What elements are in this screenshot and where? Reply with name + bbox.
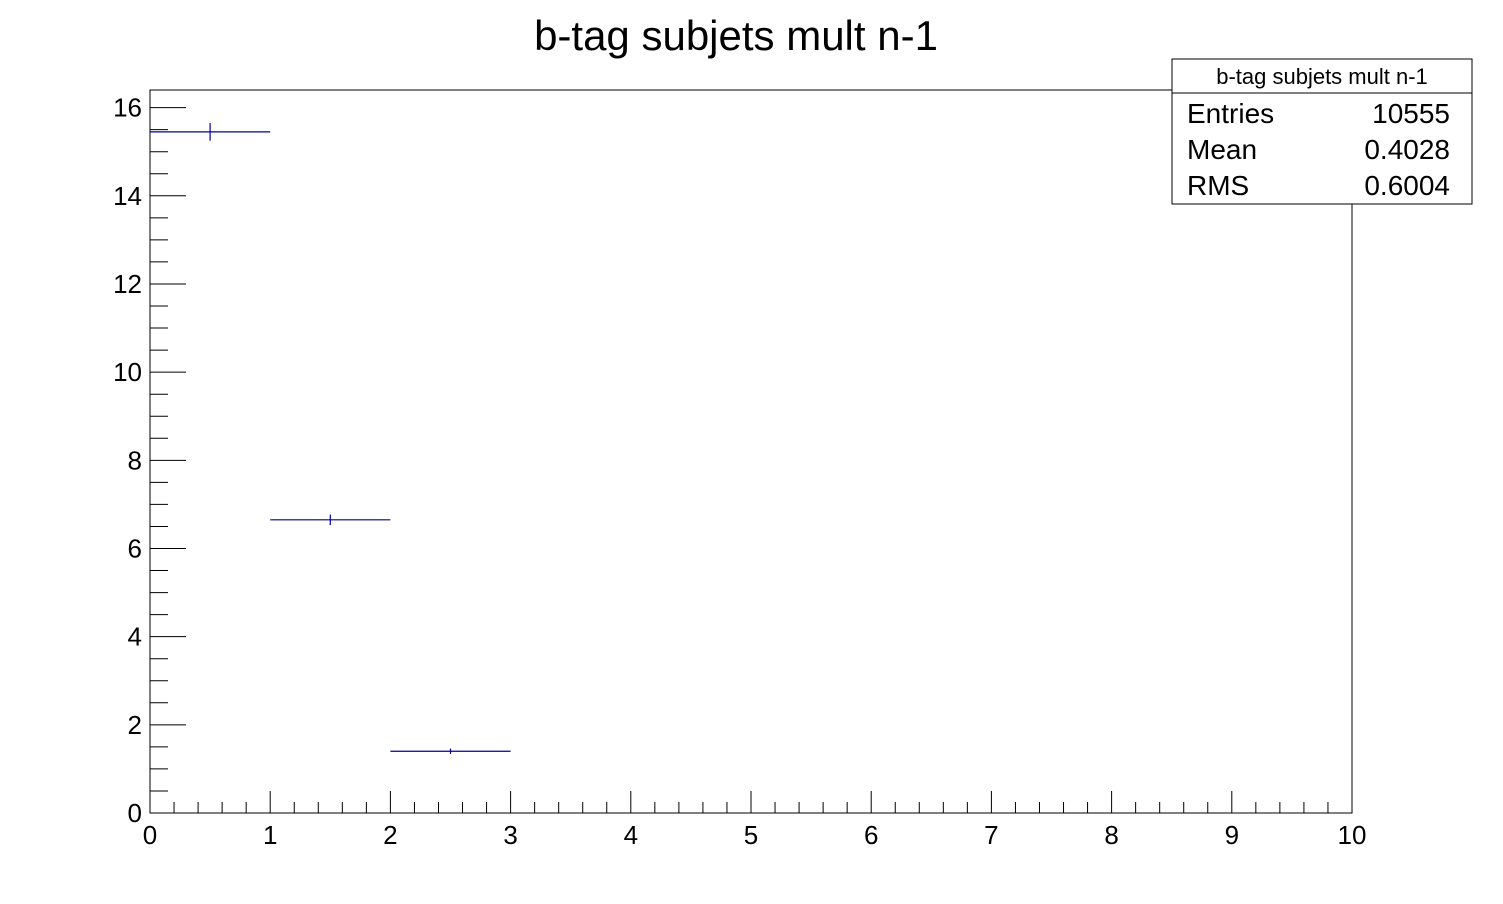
x-tick-label: 4 — [624, 820, 638, 850]
stats-rms-label: RMS — [1187, 170, 1249, 201]
y-tick-label: 14 — [113, 181, 142, 211]
x-tick-label: 7 — [984, 820, 998, 850]
y-tick-label: 16 — [113, 93, 142, 123]
stats-rms-value: 0.6004 — [1364, 170, 1450, 201]
y-tick-label: 8 — [128, 445, 142, 475]
y-tick-label: 12 — [113, 269, 142, 299]
x-tick-label: 0 — [143, 820, 157, 850]
stats-box-frame — [1171, 58, 1473, 205]
stats-entries-label: Entries — [1187, 98, 1274, 129]
x-tick-label: 2 — [383, 820, 397, 850]
x-tick-label: 8 — [1104, 820, 1118, 850]
stats-box: b-tag subjets mult n-1 Entries 10555 Mea… — [1171, 58, 1473, 205]
y-tick-label: 2 — [128, 710, 142, 740]
x-tick-label: 5 — [744, 820, 758, 850]
y-tick-label: 0 — [128, 798, 142, 828]
x-tick-label: 9 — [1225, 820, 1239, 850]
chart-title: b-tag subjets mult n-1 — [534, 12, 938, 59]
x-tick-label: 6 — [864, 820, 878, 850]
y-tick-label: 4 — [128, 622, 142, 652]
stats-entries-value: 10555 — [1372, 98, 1450, 129]
y-tick-label: 6 — [128, 533, 142, 563]
x-tick-label: 3 — [503, 820, 517, 850]
stats-mean-label: Mean — [1187, 134, 1257, 165]
histogram-bins — [150, 123, 511, 754]
x-tick-label: 1 — [263, 820, 277, 850]
stats-mean-value: 0.4028 — [1364, 134, 1450, 165]
x-tick-label: 10 — [1338, 820, 1367, 850]
stats-title: b-tag subjets mult n-1 — [1216, 64, 1428, 89]
y-tick-label: 10 — [113, 357, 142, 387]
